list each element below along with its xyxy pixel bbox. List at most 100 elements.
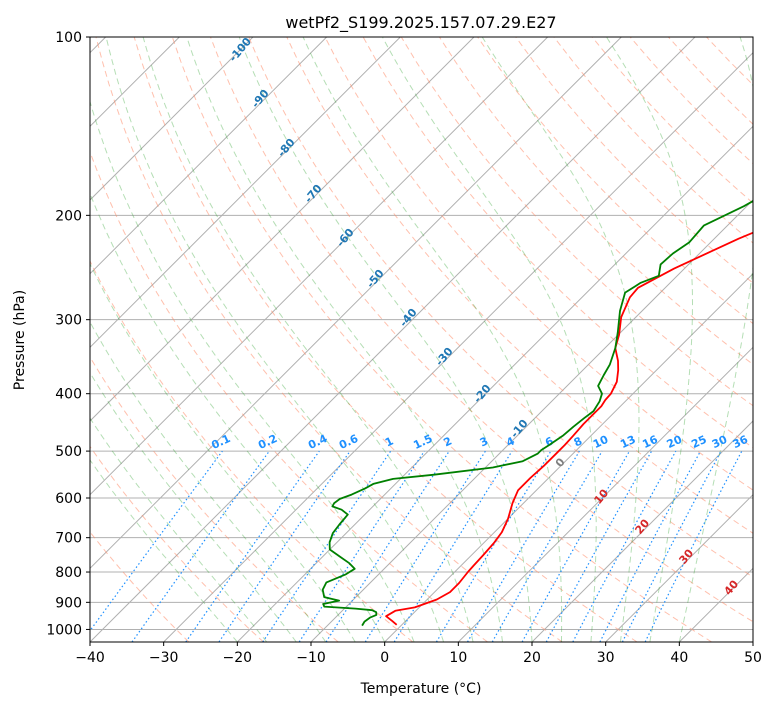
moist-adiabat-label: 30 [676,546,696,566]
moist-adiabat-line [90,371,297,642]
x-tick-label: 50 [744,650,762,666]
mixing-ratio-label: 13 [618,433,637,451]
plot-frame [89,36,754,643]
y-tick-label: 700 [55,531,82,547]
mixing-ratio-label: 25 [689,433,708,451]
dry-adiabat-label: -80 [275,136,298,160]
dry-adiabat-line [90,150,488,642]
mixing-ratio-label: 16 [640,433,660,451]
mixing-ratio-line [90,450,223,632]
background-lines [90,37,753,642]
dry-adiabat-label: -30 [433,345,456,369]
y-tick-label: 300 [55,313,82,329]
moist-adiabat-line [606,37,693,642]
mixing-ratio-label: 36 [731,433,751,451]
moist-adiabat-label: 40 [721,577,741,597]
dry-adiabat-line [706,37,753,86]
moist-adiabat-line [186,37,503,642]
dry-adiabat-line [171,37,712,642]
moist-adiabat-line [90,417,268,642]
y-tick-label: 1000 [46,622,82,638]
moist-adiabat-line [105,37,445,642]
moist-adiabat-line [302,37,563,642]
moist-adiabat-line [238,37,533,642]
mixing-ratio-label: 3 [478,434,490,449]
isotherm-line [90,37,328,275]
isoline-labels: -100-90-80-70-60-50-40-30-20-100.1 0.2 0.4… [209,37,751,598]
dewpoint-profile-line [321,200,753,627]
dry-adiabat-line [90,259,414,642]
mixing-ratio-line [262,450,392,642]
dry-adiabat-line [90,356,339,642]
dry-adiabat-line [553,37,753,244]
dry-adiabat-line [133,37,638,642]
y-tick-label: 400 [55,387,82,403]
moist-adiabat-line [90,192,386,642]
y-axis-ticks: 100 200 300 400 500 600 700 800 900 1000 [46,30,90,638]
mixing-ratio-label: 0.4 [306,432,329,452]
dry-adiabat-line [286,37,753,534]
mixing-ratio-line [364,450,486,642]
moist-adiabat-line [90,99,415,642]
dry-adiabat-label: -90 [249,87,272,111]
mixing-ratio-line [466,450,580,642]
mixing-ratio-line [298,450,425,642]
y-tick-label: 900 [55,595,82,611]
isotherm-line [310,199,753,642]
dry-adiabat-line [515,37,753,284]
isotherm-line [90,37,401,349]
mixing-ratio-line [325,450,450,642]
x-tick-label: 0 [380,650,389,666]
y-tick-label: 100 [55,30,82,46]
mixing-ratio-line [218,450,351,642]
isotherm-line [90,37,549,496]
x-tick-label: 40 [670,650,688,666]
x-tick-label: −30 [149,650,179,666]
dry-adiabat-line [90,445,264,642]
dry-adiabat-line [324,37,753,491]
mixing-ratio-line [393,450,513,642]
isotherm-line [90,37,475,422]
isotherm-line [90,37,254,201]
y-tick-label: 600 [55,491,82,507]
x-tick-label: −20 [223,650,253,666]
mixing-ratio-line [572,450,677,642]
dry-adiabat-line [210,37,753,623]
dry-adiabat-label: -20 [471,382,494,406]
temperature-profile-line [385,231,753,626]
moist-adiabat-line [142,37,474,642]
chart-title: wetPf2_S199.2025.157.07.29.E27 [285,13,556,33]
dry-adiabat-label: -70 [302,182,325,206]
mixing-ratio-line [545,450,653,642]
moist-adiabat-line [381,37,597,642]
moist-adiabat-line [90,459,238,642]
x-tick-label: 30 [597,650,615,666]
x-tick-label: 10 [449,650,467,666]
y-axis-title: Pressure (hPa) [12,290,28,390]
x-tick-label: −40 [75,650,105,666]
isotherm-line [384,272,753,642]
isotherm-line [236,125,753,642]
mixing-ratio-line [521,450,631,642]
moist-adiabat-label: 0 [553,455,568,469]
mixing-ratio-label: 1 [383,434,395,449]
mixing-ratio-label: 30 [710,433,730,451]
moist-adiabat-line [90,321,327,642]
isotherm-line [163,51,753,642]
sounding-profiles [321,200,753,627]
mixing-ratio-label: 8 [572,434,584,449]
moist-adiabat-label: 10 [591,486,611,506]
y-tick-label: 500 [55,444,82,460]
dry-adiabat-label: -40 [397,306,420,330]
isotherm-line [90,37,622,570]
moist-adiabat-line [90,262,356,642]
isotherm-line [678,567,753,642]
mixing-ratio-label: 10 [591,433,611,451]
dry-adiabat-line [90,531,190,642]
y-tick-label: 200 [55,208,82,224]
mixing-ratio-line [131,450,270,642]
dry-adiabat-label: -50 [364,267,387,291]
y-tick-label: 800 [55,565,82,581]
x-axis-ticks: −40 −30 −20 −10 0 10 20 30 40 50 [75,642,762,666]
